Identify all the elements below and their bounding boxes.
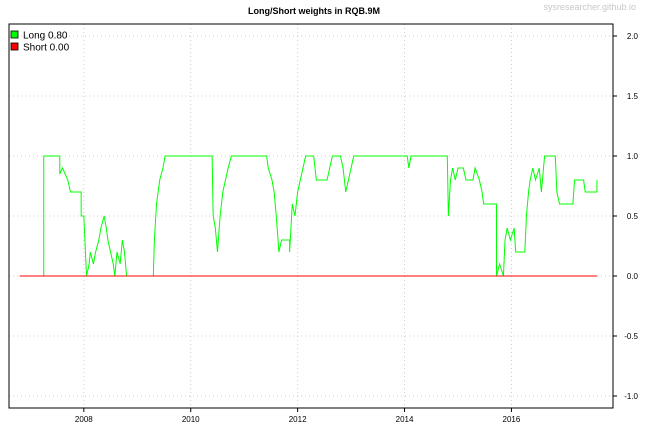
legend-swatch-long	[10, 30, 19, 39]
y-tick-label: 2.0	[627, 32, 639, 41]
y-tick-label: 0.5	[627, 212, 639, 221]
y-tick-label: -0.5	[624, 332, 638, 341]
plot-frame	[8, 23, 614, 409]
legend-swatch-short	[10, 42, 19, 51]
legend-label-long: Long 0.80	[23, 31, 68, 42]
series-lines	[19, 155, 598, 277]
legend: Long 0.80 Short 0.00	[10, 30, 70, 54]
y-tick-label: -1.0	[624, 392, 638, 401]
x-tick-label: 2016	[503, 415, 521, 424]
watermark-text: sysresearcher.github.io	[543, 2, 636, 12]
grid-lines	[9, 24, 613, 408]
y-tick-label: 1.5	[627, 92, 639, 101]
chart-title: Long/Short weights in RQB.9M	[248, 6, 380, 16]
y-tick-label: 1.0	[627, 152, 639, 161]
y-tick-label: 0.0	[627, 272, 639, 281]
x-tick-label: 2008	[75, 415, 93, 424]
y-axis: -1.0 -0.5 0.0 0.5 1.0 1.5 2.0	[613, 32, 639, 401]
legend-label-short: Short 0.00	[23, 43, 70, 54]
series-line-long	[19, 155, 598, 277]
x-tick-label: 2014	[396, 415, 414, 424]
x-tick-label: 2010	[182, 415, 200, 424]
x-tick-label: 2012	[289, 415, 307, 424]
x-axis: 2008 2010 2012 2014 2016	[75, 408, 521, 424]
